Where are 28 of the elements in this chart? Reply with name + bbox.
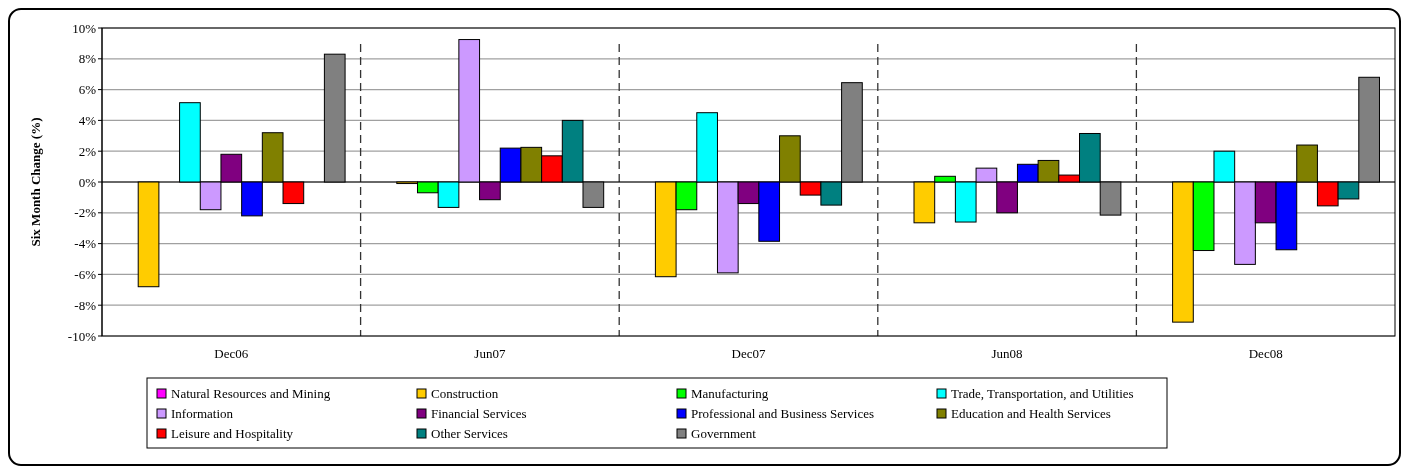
y-tick-label: 0% — [78, 174, 97, 190]
legend-label: Trade, Transportation, and Utilities — [951, 386, 1134, 401]
y-tick-label: 2% — [78, 143, 97, 159]
legend-label: Financial Services — [431, 406, 527, 421]
y-tick-label: -8% — [74, 297, 97, 313]
legend-label: Natural Resources and Mining — [171, 386, 331, 401]
y-tick-label: 6% — [78, 82, 97, 98]
y-tick-label: -2% — [74, 205, 97, 221]
y-tick-label: -10% — [67, 328, 97, 344]
legend-label: Construction — [431, 386, 499, 401]
x-tick-label: Jun07 — [474, 346, 506, 361]
y-tick-label: 4% — [78, 112, 97, 128]
legend-label: Education and Health Services — [951, 406, 1111, 421]
legend-label: Information — [171, 406, 234, 421]
x-tick-label: Jun08 — [991, 346, 1023, 361]
y-tick-label: -4% — [74, 236, 97, 252]
legend-label: Other Services — [431, 426, 508, 441]
legend-label: Leisure and Hospitality — [171, 426, 294, 441]
x-tick-label: Dec07 — [731, 346, 766, 361]
legend-label: Manufacturing — [691, 386, 769, 401]
y-tick-label: 8% — [78, 51, 97, 67]
y-tick-label: -6% — [74, 266, 97, 282]
legend-label: Government — [691, 426, 757, 441]
legend-label: Professional and Business Services — [691, 406, 875, 421]
y-axis-title: Six Month Change (%) — [28, 117, 43, 247]
y-tick-label: 10% — [72, 20, 97, 36]
x-tick-label: Dec08 — [1248, 346, 1283, 361]
x-tick-label: Dec06 — [214, 346, 249, 361]
